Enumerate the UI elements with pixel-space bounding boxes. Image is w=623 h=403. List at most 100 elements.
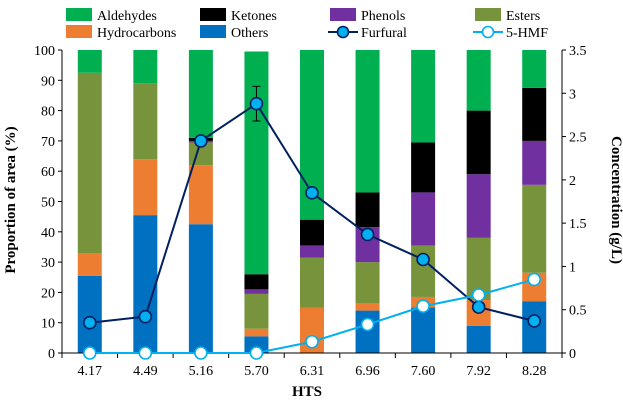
y-tick-label: 10 (41, 317, 55, 332)
bar-phenols-6 (411, 192, 436, 246)
legend-marker-5-hmf (481, 25, 495, 39)
legend-label-5-hmf: 5-HMF (506, 26, 548, 41)
bar-phenols-8 (522, 140, 547, 185)
bar-phenols-4 (300, 245, 324, 258)
point-furfural-0 (82, 315, 97, 330)
bar-others-3 (244, 336, 269, 353)
point-5-hmf-7 (471, 288, 486, 302)
point-5-hmf-3 (249, 346, 264, 360)
bar-aldehydes-6 (411, 50, 436, 143)
y-tick-label: 0 (48, 347, 55, 362)
bar-ketones-7 (466, 110, 491, 175)
bar-others-2 (188, 224, 213, 353)
legend-swatch-aldehydes (66, 8, 92, 21)
point-furfural-5 (360, 227, 375, 242)
point-5-hmf-6 (416, 299, 430, 314)
bar-ketones-5 (355, 192, 380, 228)
legend-label-esters: Esters (506, 9, 540, 24)
y-tick-label: 20 (41, 286, 55, 301)
legend-swatch-phenols (330, 8, 356, 21)
x-tick-label: 6.31 (300, 364, 325, 379)
bar-esters-4 (300, 257, 324, 308)
y2-tick-label: 2.5 (569, 131, 587, 146)
bar-esters-5 (355, 262, 380, 304)
y2-tick-label: 1.5 (569, 217, 587, 232)
bar-hydrocarbons-3 (244, 328, 269, 337)
bar-phenols-7 (466, 174, 491, 238)
point-furfural-1 (138, 309, 153, 324)
bar-ketones-3 (244, 274, 269, 290)
point-5-hmf-4 (305, 334, 319, 349)
bar-others-1 (133, 215, 158, 353)
x-tick-label: 7.92 (466, 364, 491, 379)
bar-others-5 (355, 310, 380, 353)
legend-label-furfural: Furfural (361, 26, 407, 41)
bar-others-6 (411, 307, 436, 353)
point-5-hmf-5 (360, 317, 375, 332)
point-furfural-2 (194, 134, 208, 148)
point-furfural-8 (527, 314, 542, 328)
point-5-hmf-8 (527, 272, 542, 287)
legend-swatch-hydrocarbons (66, 25, 92, 38)
legend-label-others: Others (231, 26, 268, 41)
bar-aldehydes-5 (355, 50, 380, 193)
legend-marker-furfural (336, 25, 350, 39)
x-tick-label: 8.28 (522, 364, 547, 379)
point-5-hmf-1 (138, 346, 153, 360)
legend-label-phenols: Phenols (361, 9, 405, 24)
x-tick-label: 6.96 (355, 364, 380, 379)
x-tick-label: 7.60 (411, 364, 436, 379)
legend-swatch-ketones (200, 8, 226, 21)
bar-esters-3 (244, 293, 269, 329)
bar-phenols-3 (244, 289, 269, 294)
bar-ketones-8 (522, 87, 547, 141)
bar-aldehydes-2 (188, 50, 213, 138)
y2-axis-title: Concentration (g/L) (608, 136, 623, 264)
point-furfural-3 (249, 96, 264, 111)
legend-swatch-esters (475, 8, 501, 21)
bar-esters-0 (77, 72, 102, 254)
point-5-hmf-2 (194, 346, 208, 360)
y2-tick-label: 0.5 (569, 304, 587, 319)
axes: 0 10 20 30 40 50 60 70 80 90 100 0 0.5 1 1.5 2 2.5 3 3.5 4.… (34, 44, 587, 379)
x-tick-label: 5.16 (189, 364, 214, 379)
bar-aldehydes-7 (466, 50, 491, 111)
bar-aldehydes-8 (522, 50, 547, 88)
y2-tick-label: 3 (569, 87, 576, 102)
bar-aldehydes-1 (133, 50, 158, 84)
bar-others-7 (466, 325, 491, 353)
bar-aldehydes-3 (244, 51, 269, 275)
legend-label-ketones: Ketones (231, 9, 277, 24)
y-tick-label: 60 (41, 165, 55, 180)
x-tick-label: 4.17 (78, 364, 103, 379)
bar-hydrocarbons-0 (77, 253, 102, 276)
y-tick-label: 40 (41, 226, 55, 241)
y-tick-label: 100 (34, 44, 55, 59)
point-5-hmf-0 (82, 346, 97, 360)
y-tick-label: 70 (41, 135, 55, 150)
x-tick-label: 5.70 (244, 364, 269, 379)
y-axis-title: Proportion of area (%) (3, 126, 19, 273)
y-tick-label: 80 (41, 105, 55, 120)
y2-tick-label: 3.5 (569, 44, 587, 59)
y2-tick-label: 1 (569, 260, 576, 275)
bar-hydrocarbons-1 (133, 159, 158, 216)
y2-tick-label: 0 (569, 347, 576, 362)
bar-ketones-6 (411, 142, 436, 193)
y-tick-label: 90 (41, 74, 55, 89)
bar-hydrocarbons-2 (188, 165, 213, 225)
x-axis-title: HTS (292, 384, 322, 400)
bar-hydrocarbons-5 (355, 303, 380, 311)
bar-layer (77, 50, 547, 353)
legend-label-hydrocarbons: Hydrocarbons (97, 26, 176, 41)
y2-tick-label: 2 (569, 174, 576, 189)
line-layer (82, 85, 542, 360)
y-tick-label: 30 (41, 256, 55, 271)
bar-others-0 (77, 275, 102, 353)
legend-swatch-others (200, 25, 226, 38)
point-furfural-6 (416, 252, 430, 267)
x-tick-label: 4.49 (133, 364, 158, 379)
point-furfural-4 (305, 186, 319, 200)
